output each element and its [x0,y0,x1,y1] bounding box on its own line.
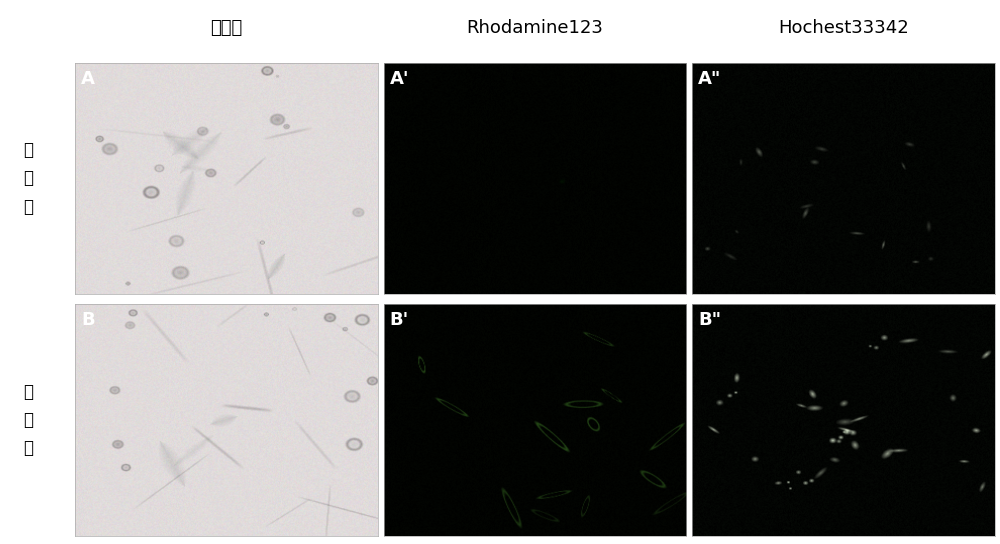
Text: 实: 实 [23,382,34,401]
Text: A": A" [698,70,722,88]
Text: B": B" [698,311,722,329]
Text: 组: 组 [23,197,34,216]
Text: 照: 照 [23,169,34,188]
Text: 组: 组 [23,439,34,458]
Text: 对: 对 [23,141,34,159]
Text: A: A [81,70,95,88]
Text: B': B' [390,311,409,329]
Text: Rhodamine123: Rhodamine123 [467,19,603,37]
Text: B: B [81,311,95,329]
Text: A': A' [390,70,409,88]
Text: 验: 验 [23,411,34,429]
Text: Hochest33342: Hochest33342 [778,19,909,37]
Text: 明视野: 明视野 [210,19,242,37]
